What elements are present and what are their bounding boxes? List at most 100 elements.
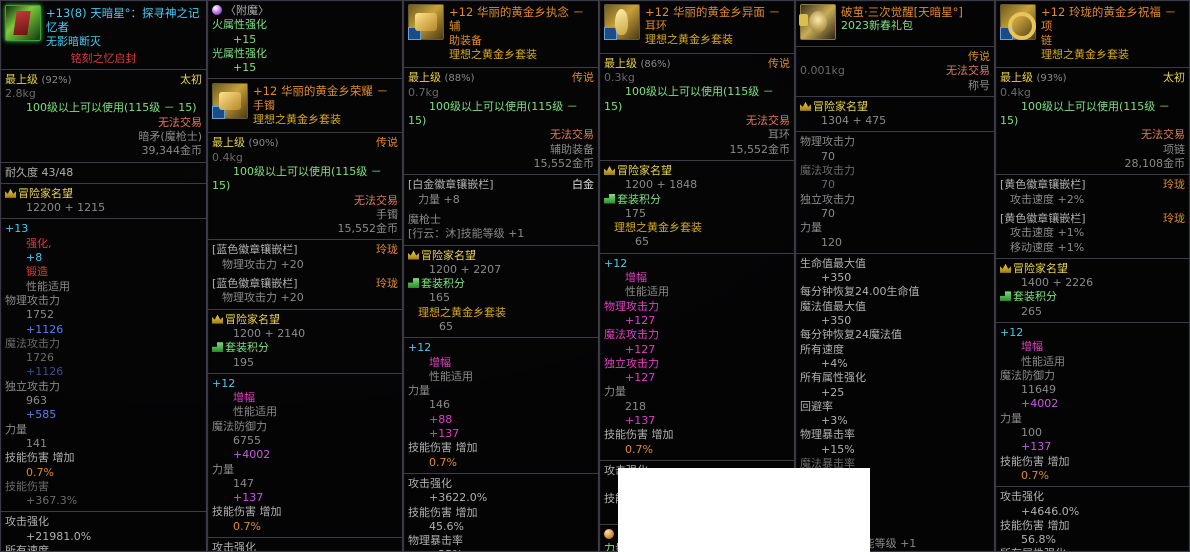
necklace-name: 玲珑的黄金乡祝福 － 项	[1041, 5, 1177, 34]
set-icon	[604, 193, 615, 204]
stat-label: 每分钟恢复24.00生命值	[800, 285, 920, 299]
stat-bonus: +137	[624, 414, 656, 427]
stat-label: 独立攻击力	[604, 356, 659, 370]
earring-amp-tail: 性能适用	[624, 285, 669, 299]
emblem-stat: 物理攻击力 +20	[222, 291, 304, 305]
stat-bonus: +88	[428, 412, 453, 426]
weapon-seal: 铭刻之忆启封	[70, 51, 137, 65]
bracelet-enchant-title: 〈附魔〉	[225, 4, 269, 17]
support-price: 15,552金币	[533, 157, 595, 171]
stat-value: 11649	[1020, 383, 1056, 397]
necklace-fame-value: 1400 + 2226	[1020, 276, 1094, 290]
support-req: 100级以上可以使用(115级 － 15)	[408, 99, 582, 128]
weapon-weight: 2.8kg	[5, 87, 36, 101]
earring-setname2: 理想之黄金乡套装	[614, 221, 702, 235]
stat-value: 70	[820, 178, 835, 192]
stat-label: 攻击强化	[408, 476, 452, 490]
support-grade-pct: (88%)	[444, 73, 475, 85]
support-setname2-value: 65	[438, 320, 453, 333]
crown-icon	[604, 165, 615, 175]
tooltip-bracelet[interactable]: 〈附魔〉 火属性强化 +15 光属性强化 +15 +12 华丽的黄金乡荣耀 － …	[207, 0, 403, 552]
stat-value: 0.7%	[25, 465, 54, 479]
crown-icon	[1000, 263, 1011, 273]
emblem-quality: 玲珑	[376, 277, 398, 291]
emblem-quality: 玲珑	[376, 243, 398, 257]
weapon-price: 39,344金币	[141, 144, 203, 158]
stat-label: 生命值最大值	[800, 256, 866, 270]
earring-price: 15,552金币	[729, 142, 791, 156]
bracelet-name-2: 手镯	[253, 98, 275, 112]
weapon-forge-word: 锻造	[25, 265, 48, 279]
stat-label: 技能伤害 增加	[408, 441, 478, 455]
necklace-name-2: 链	[1041, 33, 1052, 47]
stat-value: 45.6%	[428, 519, 464, 533]
stat-value: 100	[1020, 426, 1042, 440]
stat-bonus: +4002	[232, 448, 271, 462]
crown-icon	[212, 314, 223, 324]
earring-slot: 耳环	[768, 128, 790, 142]
tooltip-support[interactable]: +12 华丽的黄金乡执念 － 辅 助装备 理想之黄金乡套装 最上级 (88%) …	[403, 0, 599, 552]
stat-value: +3622.0%	[428, 491, 488, 505]
emblem-stat: 力量 +8	[418, 192, 460, 206]
earring-no-trade: 无法交易	[746, 114, 790, 128]
support-rarity: 传说	[572, 71, 594, 85]
support-setname: 理想之黄金乡套装	[449, 47, 537, 61]
emblem-slot-title: [蓝色徽章镶嵌栏]	[212, 243, 298, 257]
emblem-slot-title: [白金徽章镶嵌栏]	[408, 178, 494, 192]
earring-amp: +12	[604, 256, 628, 270]
stat-value: +15	[232, 61, 257, 75]
title-item-fame-value: 1304 + 475	[820, 114, 887, 128]
stat-value: +127	[624, 371, 656, 385]
bracelet-setpt-label: 套装积分	[225, 341, 269, 355]
necklace-rarity: 太初	[1163, 71, 1185, 85]
stat-label: 魔法暴击率	[800, 457, 855, 471]
earring-weight: 0.3kg	[604, 71, 635, 85]
earring-setname: 理想之黄金乡套装	[645, 33, 733, 47]
title-item-rarity: 传说	[968, 50, 990, 63]
stat-bonus: +137	[1020, 440, 1052, 454]
tooltip-necklace[interactable]: +12 玲珑的黄金乡祝福 － 项 链 理想之黄金乡套装 最上级 (93%) 太初…	[995, 0, 1190, 552]
support-slot: 辅助装备	[550, 142, 594, 156]
bracelet-rarity: 传说	[376, 136, 398, 150]
stat-bonus: +137	[232, 491, 264, 505]
earring-grade-pct: (86%)	[640, 58, 671, 70]
stat-value: 218	[624, 399, 646, 413]
emblem-slot-title: [黄色徽章镶嵌栏]	[1000, 211, 1086, 225]
stat-label: 物理攻击力	[5, 293, 60, 307]
necklace-setpt: 265	[1020, 304, 1042, 318]
title-item-no-trade: 无法交易	[946, 64, 990, 78]
support-icon	[408, 4, 444, 40]
stat-label: 攻击强化	[5, 515, 49, 529]
bracelet-setname: 理想之黄金乡套装	[253, 112, 341, 126]
tooltip-weapon[interactable]: +13(8) 天暗星°：探寻神之记忆者 无影暗断灭 铭刻之忆启封 最上级 (92…	[0, 0, 207, 552]
necklace-icon	[1000, 4, 1036, 40]
set-icon	[1000, 291, 1011, 302]
earring-amp-word: 增幅	[624, 271, 647, 285]
earring-enhance-level: +12	[645, 5, 670, 19]
bracelet-name: 华丽的黄金乡荣耀 －	[280, 84, 389, 99]
necklace-amp: +12	[1000, 326, 1024, 339]
necklace-setpt-label: 套装积分	[1013, 290, 1057, 304]
bracelet-amp-word: 增幅	[232, 391, 255, 405]
set-icon	[408, 278, 419, 289]
stat-value: +127	[624, 342, 656, 356]
stat-label: 独立攻击力	[5, 379, 60, 393]
stat-label: 力量	[800, 221, 822, 235]
support-job-skill: [行云：沐]技能等级 +1	[408, 227, 525, 241]
necklace-req: 100级以上可以使用(115级 － 15)	[1000, 99, 1174, 128]
title-item-weight: 0.001kg	[800, 64, 845, 78]
lock-icon	[799, 14, 808, 26]
stat-value: +4646.0%	[1020, 504, 1080, 518]
stat-value: 963	[25, 394, 47, 408]
enchant-gem-icon	[212, 5, 222, 15]
weapon-req: 100级以上可以使用(115级 － 15)	[25, 101, 197, 115]
stat-value: 0.7%	[428, 455, 457, 469]
stat-label: 攻击强化	[1000, 490, 1044, 504]
weapon-grade: 最上级	[5, 72, 38, 86]
stat-value: 0.7%	[1020, 468, 1049, 482]
bracelet-amp-tail: 性能适用	[232, 405, 277, 419]
title-item-name: 破茧·三次觉醒[天暗星°]	[841, 5, 963, 19]
stat-value: +4%	[820, 356, 848, 370]
stat-value: 1752	[25, 308, 54, 322]
necklace-slot: 项链	[1163, 142, 1185, 156]
